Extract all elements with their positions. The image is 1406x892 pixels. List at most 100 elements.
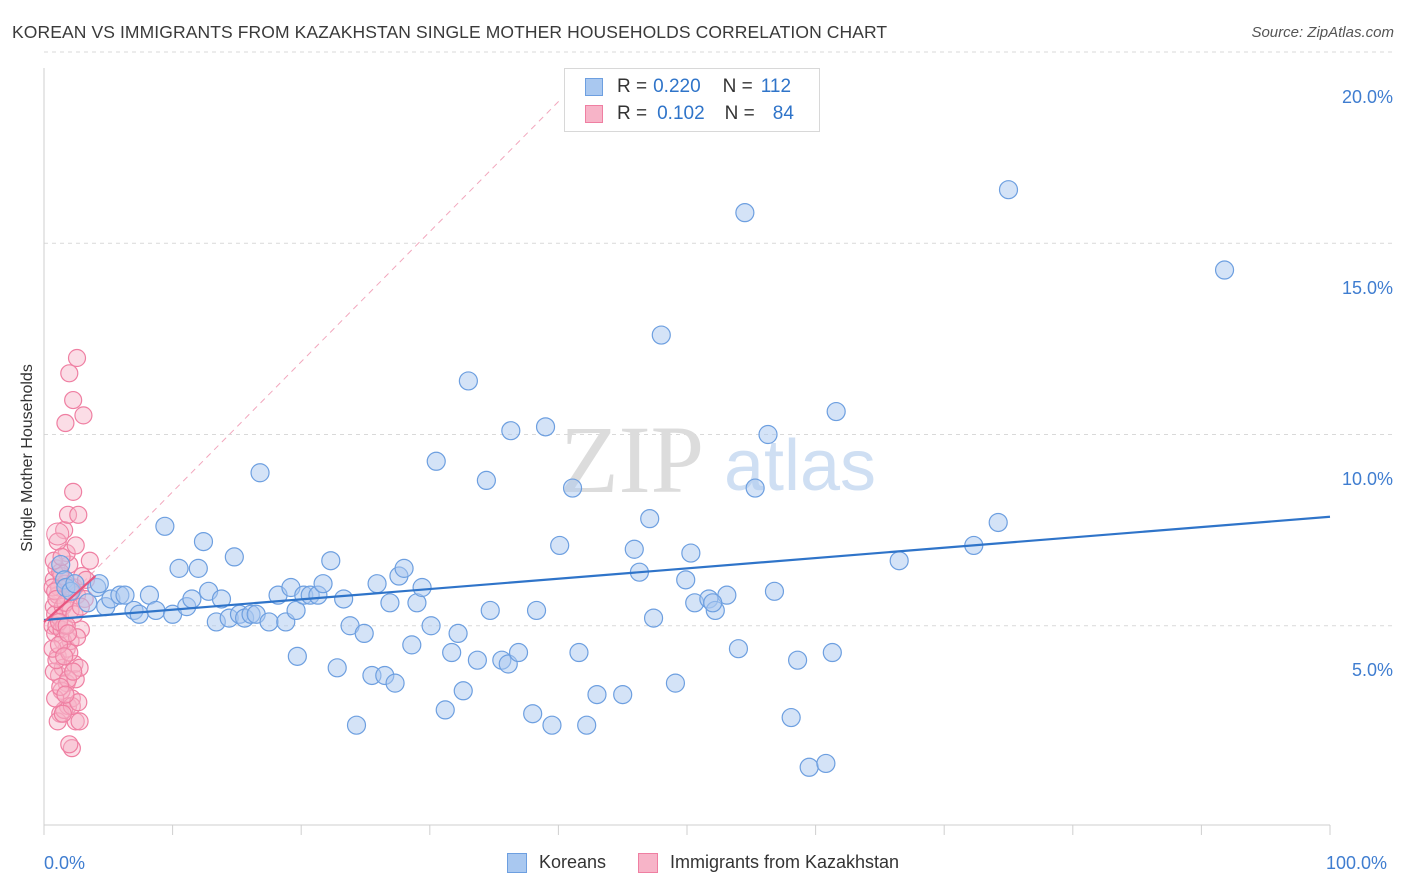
source-label: Source: ZipAtlas.com	[1251, 24, 1394, 41]
legend-r-label: R =	[617, 103, 648, 124]
point-koreans	[569, 642, 589, 663]
point-kazakhstan	[70, 712, 89, 731]
series-legend: Koreans Immigrants from Kazakhstan	[0, 852, 1406, 873]
point-koreans	[448, 623, 468, 644]
point-kazakhstan	[64, 482, 83, 501]
legend-swatch-pink	[585, 105, 603, 123]
legend-r-label: R =	[617, 76, 648, 97]
point-koreans	[327, 658, 347, 678]
point-koreans	[562, 478, 583, 498]
legend-n-value: 112	[760, 76, 792, 97]
point-kazakhstan	[58, 624, 78, 643]
point-koreans	[188, 558, 208, 578]
point-koreans	[435, 700, 455, 720]
point-kazakhstan	[69, 505, 88, 524]
point-kazakhstan	[56, 413, 75, 433]
point-kazakhstan	[60, 364, 79, 383]
point-koreans	[476, 470, 496, 490]
point-koreans	[458, 371, 478, 391]
watermark-zip: ZIP	[560, 406, 704, 513]
legend-row-kazakhstan: R = 0.102 N = 84	[565, 101, 794, 127]
point-koreans	[542, 715, 562, 735]
legend-r-value: 0.102	[657, 103, 705, 124]
point-koreans	[587, 684, 607, 705]
y-tick-10: 10.0%	[1341, 469, 1393, 489]
point-koreans	[129, 604, 149, 624]
point-koreans	[259, 612, 279, 632]
legend-swatch-kazakhstan	[637, 852, 658, 873]
point-koreans	[453, 681, 473, 701]
point-koreans	[826, 401, 846, 422]
point-koreans	[155, 516, 175, 536]
point-koreans	[250, 463, 270, 483]
x-tick-min: 0.0%	[44, 853, 86, 873]
point-kazakhstan	[64, 390, 83, 410]
gridlines	[44, 51, 1392, 627]
point-koreans	[480, 600, 500, 621]
point-koreans	[745, 478, 765, 498]
point-koreans	[89, 574, 109, 594]
legend-row-koreans: R = 0.220 N = 112	[565, 74, 791, 100]
point-koreans	[799, 757, 819, 777]
point-kazakhstan	[60, 735, 79, 754]
point-kazakhstan	[80, 551, 99, 570]
x-tick-max: 100.0%	[1326, 853, 1388, 873]
point-koreans	[735, 203, 755, 223]
point-kazakhstan	[44, 662, 63, 681]
point-kazakhstan	[56, 685, 75, 704]
point-koreans	[535, 417, 556, 437]
point-koreans	[354, 623, 374, 644]
point-koreans	[781, 707, 801, 728]
trend-lines	[43, 515, 1331, 623]
chart-title: KOREAN VS IMMIGRANTS FROM KAZAKHSTAN SIN…	[12, 22, 888, 42]
diagonal-line	[43, 99, 561, 623]
point-koreans	[822, 642, 842, 663]
point-koreans	[169, 558, 189, 578]
stats-legend: R = 0.220 N = 112 R = 0.102 N = 84	[564, 68, 820, 132]
point-kazakhstan	[53, 704, 72, 723]
legend-n-label: N =	[724, 103, 755, 124]
axes	[43, 68, 1331, 835]
point-koreans	[665, 673, 686, 693]
point-koreans	[998, 180, 1019, 200]
point-koreans	[676, 570, 696, 590]
point-koreans	[508, 642, 529, 663]
legend-item-kazakhstan[interactable]: Immigrants from Kazakhstan	[637, 852, 900, 873]
point-koreans	[764, 581, 785, 601]
point-koreans	[758, 424, 778, 445]
legend-label-kazakhstan: Immigrants from Kazakhstan	[669, 852, 900, 872]
point-koreans	[728, 639, 749, 659]
point-koreans	[550, 535, 570, 556]
point-koreans	[193, 531, 214, 552]
point-koreans	[65, 574, 85, 594]
point-koreans	[442, 642, 462, 663]
point-kazakhstan	[58, 505, 78, 524]
point-koreans	[426, 451, 446, 471]
point-kazakhstan	[67, 628, 87, 647]
y-tick-5: 5.0%	[1351, 660, 1393, 680]
point-koreans	[321, 551, 341, 571]
legend-label-koreans: Koreans	[538, 852, 606, 872]
watermark-atlas: atlas	[724, 426, 876, 506]
point-koreans	[526, 600, 547, 621]
point-koreans	[640, 509, 660, 529]
point-koreans	[467, 650, 487, 670]
point-koreans	[313, 574, 333, 594]
point-koreans	[1214, 260, 1235, 280]
point-kazakhstan	[66, 536, 85, 555]
point-koreans	[211, 589, 232, 609]
legend-swatch-koreans	[506, 852, 527, 873]
point-koreans	[286, 600, 306, 621]
point-koreans	[78, 593, 98, 613]
legend-item-koreans[interactable]: Koreans	[506, 852, 606, 873]
point-koreans	[182, 589, 202, 609]
point-koreans	[624, 539, 644, 559]
point-koreans	[402, 635, 422, 655]
point-koreans	[787, 650, 808, 670]
y-tick-20: 20.0%	[1341, 87, 1393, 107]
point-kazakhstan	[74, 406, 93, 425]
point-koreans	[577, 715, 597, 735]
legend-n-label: N =	[722, 76, 753, 97]
series-koreans-points	[51, 180, 1235, 777]
